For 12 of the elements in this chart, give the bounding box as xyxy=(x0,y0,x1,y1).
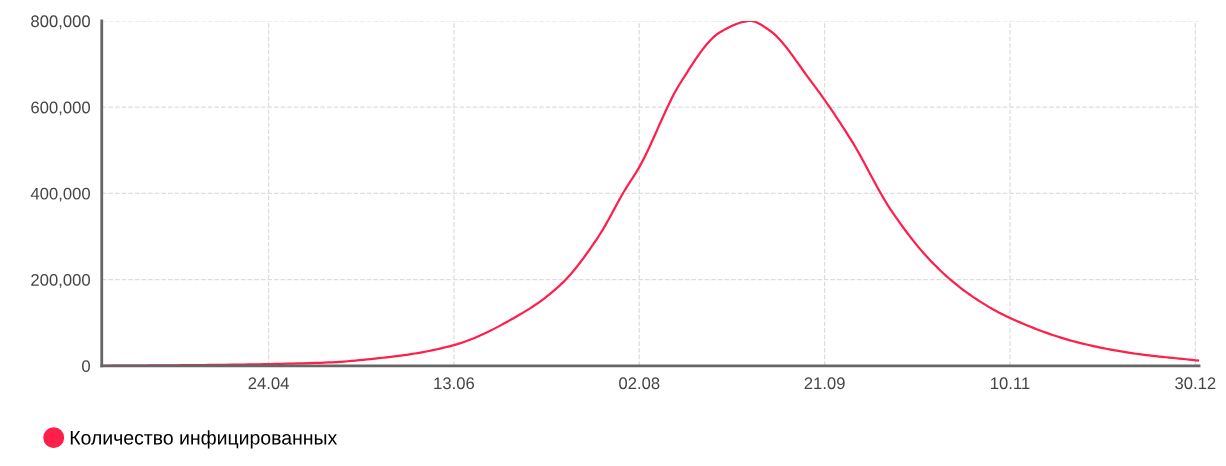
legend-label: Количество инфицированных xyxy=(70,430,338,449)
x-tick-label: 02.08 xyxy=(619,377,660,390)
x-tick-label: 13.06 xyxy=(434,377,475,390)
y-tick-label: 400,000 xyxy=(30,187,90,202)
x-tick-label: 10.11 xyxy=(991,377,1030,390)
y-tick-label: 800,000 xyxy=(31,15,90,30)
y-tick-label: 0 xyxy=(82,360,90,373)
x-tick-label: 30.12 xyxy=(1175,377,1216,390)
y-tick-label: 200,000 xyxy=(31,274,90,288)
y-tick-label: 600,000 xyxy=(31,101,90,116)
x-tick-label: 21.09 xyxy=(804,377,845,390)
x-tick-label: 24.04 xyxy=(248,377,289,390)
